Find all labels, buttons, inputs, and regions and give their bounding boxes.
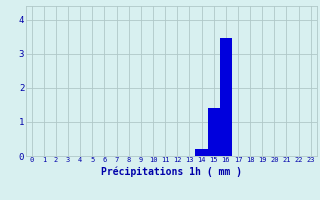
Bar: [208, 108, 220, 156]
X-axis label: Précipitations 1h ( mm ): Précipitations 1h ( mm ): [101, 166, 242, 177]
Bar: [196, 149, 208, 156]
Bar: [220, 38, 232, 156]
